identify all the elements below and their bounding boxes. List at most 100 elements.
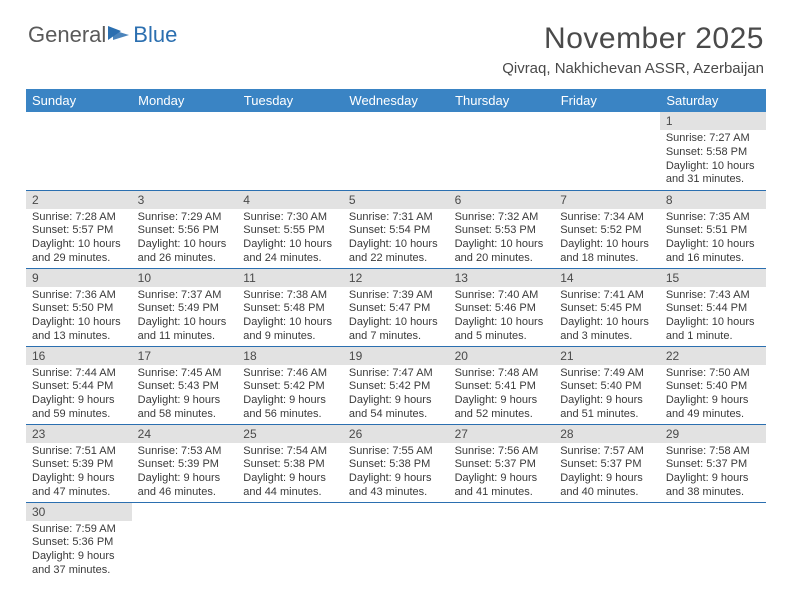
sunset-line: Sunset: 5:42 PM — [349, 380, 443, 394]
calendar-cell-empty — [237, 502, 343, 580]
sunset-line: Sunset: 5:43 PM — [138, 380, 232, 394]
day-number: 28 — [554, 425, 660, 443]
day-number: 21 — [554, 347, 660, 365]
daylight-line: Daylight: 10 hours and 9 minutes. — [243, 316, 337, 344]
sunrise-line: Sunrise: 7:40 AM — [455, 289, 549, 303]
calendar-cell: 16Sunrise: 7:44 AMSunset: 5:44 PMDayligh… — [26, 346, 132, 424]
sunset-line: Sunset: 5:52 PM — [560, 224, 654, 238]
day-info: Sunrise: 7:54 AMSunset: 5:38 PMDaylight:… — [237, 443, 343, 502]
calendar-cell: 25Sunrise: 7:54 AMSunset: 5:38 PMDayligh… — [237, 424, 343, 502]
daylight-line: Daylight: 9 hours and 41 minutes. — [455, 472, 549, 500]
day-number: 19 — [343, 347, 449, 365]
day-info: Sunrise: 7:49 AMSunset: 5:40 PMDaylight:… — [554, 365, 660, 424]
sunset-line: Sunset: 5:47 PM — [349, 302, 443, 316]
sunrise-line: Sunrise: 7:46 AM — [243, 367, 337, 381]
sunrise-line: Sunrise: 7:54 AM — [243, 445, 337, 459]
calendar-header-cell: Friday — [554, 89, 660, 112]
header: General Blue November 2025 Qivraq, Nakhi… — [0, 0, 792, 83]
sunset-line: Sunset: 5:58 PM — [666, 146, 760, 160]
sunrise-line: Sunrise: 7:55 AM — [349, 445, 443, 459]
sunrise-line: Sunrise: 7:50 AM — [666, 367, 760, 381]
calendar-cell: 20Sunrise: 7:48 AMSunset: 5:41 PMDayligh… — [449, 346, 555, 424]
daylight-line: Daylight: 10 hours and 18 minutes. — [560, 238, 654, 266]
calendar-cell: 7Sunrise: 7:34 AMSunset: 5:52 PMDaylight… — [554, 190, 660, 268]
calendar-header-cell: Tuesday — [237, 89, 343, 112]
sunset-line: Sunset: 5:51 PM — [666, 224, 760, 238]
sunset-line: Sunset: 5:54 PM — [349, 224, 443, 238]
calendar-cell: 19Sunrise: 7:47 AMSunset: 5:42 PMDayligh… — [343, 346, 449, 424]
daylight-line: Daylight: 9 hours and 44 minutes. — [243, 472, 337, 500]
sunrise-line: Sunrise: 7:57 AM — [560, 445, 654, 459]
day-info: Sunrise: 7:34 AMSunset: 5:52 PMDaylight:… — [554, 209, 660, 268]
logo-text-blue: Blue — [133, 22, 177, 48]
day-number: 25 — [237, 425, 343, 443]
sunset-line: Sunset: 5:37 PM — [666, 458, 760, 472]
day-number: 30 — [26, 503, 132, 521]
calendar-cell: 21Sunrise: 7:49 AMSunset: 5:40 PMDayligh… — [554, 346, 660, 424]
calendar-cell-empty — [449, 112, 555, 190]
calendar-cell: 17Sunrise: 7:45 AMSunset: 5:43 PMDayligh… — [132, 346, 238, 424]
day-info: Sunrise: 7:56 AMSunset: 5:37 PMDaylight:… — [449, 443, 555, 502]
daylight-line: Daylight: 10 hours and 16 minutes. — [666, 238, 760, 266]
sunrise-line: Sunrise: 7:30 AM — [243, 211, 337, 225]
daylight-line: Daylight: 9 hours and 56 minutes. — [243, 394, 337, 422]
calendar-cell-empty — [132, 112, 238, 190]
daylight-line: Daylight: 9 hours and 37 minutes. — [32, 550, 126, 578]
sunrise-line: Sunrise: 7:37 AM — [138, 289, 232, 303]
calendar-cell: 5Sunrise: 7:31 AMSunset: 5:54 PMDaylight… — [343, 190, 449, 268]
calendar-cell: 23Sunrise: 7:51 AMSunset: 5:39 PMDayligh… — [26, 424, 132, 502]
daylight-line: Daylight: 9 hours and 43 minutes. — [349, 472, 443, 500]
calendar-row: 23Sunrise: 7:51 AMSunset: 5:39 PMDayligh… — [26, 424, 766, 502]
day-number: 27 — [449, 425, 555, 443]
calendar-cell: 26Sunrise: 7:55 AMSunset: 5:38 PMDayligh… — [343, 424, 449, 502]
day-number: 15 — [660, 269, 766, 287]
calendar-row: 30 Sunrise: 7:59 AMSunset: 5:36 PMDayligh… — [26, 502, 766, 580]
calendar-cell: 22Sunrise: 7:50 AMSunset: 5:40 PMDayligh… — [660, 346, 766, 424]
day-number: 29 — [660, 425, 766, 443]
day-number: 8 — [660, 191, 766, 209]
day-info: Sunrise: 7:40 AMSunset: 5:46 PMDaylight:… — [449, 287, 555, 346]
sunset-line: Sunset: 5:44 PM — [32, 380, 126, 394]
calendar-row: 2Sunrise: 7:28 AMSunset: 5:57 PMDaylight… — [26, 190, 766, 268]
sunrise-line: Sunrise: 7:56 AM — [455, 445, 549, 459]
sunrise-line: Sunrise: 7:28 AM — [32, 211, 126, 225]
sunrise-line: Sunrise: 7:39 AM — [349, 289, 443, 303]
sunrise-line: Sunrise: 7:36 AM — [32, 289, 126, 303]
day-info: Sunrise: 7:36 AMSunset: 5:50 PMDaylight:… — [26, 287, 132, 346]
sunrise-line: Sunrise: 7:31 AM — [349, 211, 443, 225]
calendar-header-row: SundayMondayTuesdayWednesdayThursdayFrid… — [26, 89, 766, 112]
day-number: 14 — [554, 269, 660, 287]
day-info: Sunrise: 7:53 AMSunset: 5:39 PMDaylight:… — [132, 443, 238, 502]
sunrise-line: Sunrise: 7:59 AM — [32, 523, 126, 537]
calendar-cell: 12Sunrise: 7:39 AMSunset: 5:47 PMDayligh… — [343, 268, 449, 346]
day-number: 23 — [26, 425, 132, 443]
sunset-line: Sunset: 5:39 PM — [32, 458, 126, 472]
calendar-cell-empty — [449, 502, 555, 580]
calendar-cell: 8Sunrise: 7:35 AMSunset: 5:51 PMDaylight… — [660, 190, 766, 268]
daylight-line: Daylight: 10 hours and 3 minutes. — [560, 316, 654, 344]
daylight-line: Daylight: 10 hours and 31 minutes. — [666, 160, 760, 188]
calendar-cell-empty — [26, 112, 132, 190]
calendar-cell-empty — [237, 112, 343, 190]
sunset-line: Sunset: 5:48 PM — [243, 302, 337, 316]
calendar-cell: 4Sunrise: 7:30 AMSunset: 5:55 PMDaylight… — [237, 190, 343, 268]
sunrise-line: Sunrise: 7:27 AM — [666, 132, 760, 146]
calendar-header-cell: Sunday — [26, 89, 132, 112]
day-number: 26 — [343, 425, 449, 443]
sunset-line: Sunset: 5:36 PM — [32, 536, 126, 550]
day-number: 17 — [132, 347, 238, 365]
day-info: Sunrise: 7:45 AMSunset: 5:43 PMDaylight:… — [132, 365, 238, 424]
calendar-cell: 28Sunrise: 7:57 AMSunset: 5:37 PMDayligh… — [554, 424, 660, 502]
sunset-line: Sunset: 5:37 PM — [560, 458, 654, 472]
sunrise-line: Sunrise: 7:49 AM — [560, 367, 654, 381]
calendar-body: 1Sunrise: 7:27 AMSunset: 5:58 PMDaylight… — [26, 112, 766, 580]
day-info: Sunrise: 7:58 AMSunset: 5:37 PMDaylight:… — [660, 443, 766, 502]
sunrise-line: Sunrise: 7:53 AM — [138, 445, 232, 459]
day-info: Sunrise: 7:55 AMSunset: 5:38 PMDaylight:… — [343, 443, 449, 502]
calendar-cell: 18Sunrise: 7:46 AMSunset: 5:42 PMDayligh… — [237, 346, 343, 424]
daylight-line: Daylight: 9 hours and 46 minutes. — [138, 472, 232, 500]
day-info: Sunrise: 7:27 AMSunset: 5:58 PMDaylight:… — [660, 130, 766, 189]
daylight-line: Daylight: 9 hours and 49 minutes. — [666, 394, 760, 422]
sunset-line: Sunset: 5:42 PM — [243, 380, 337, 394]
day-number: 13 — [449, 269, 555, 287]
